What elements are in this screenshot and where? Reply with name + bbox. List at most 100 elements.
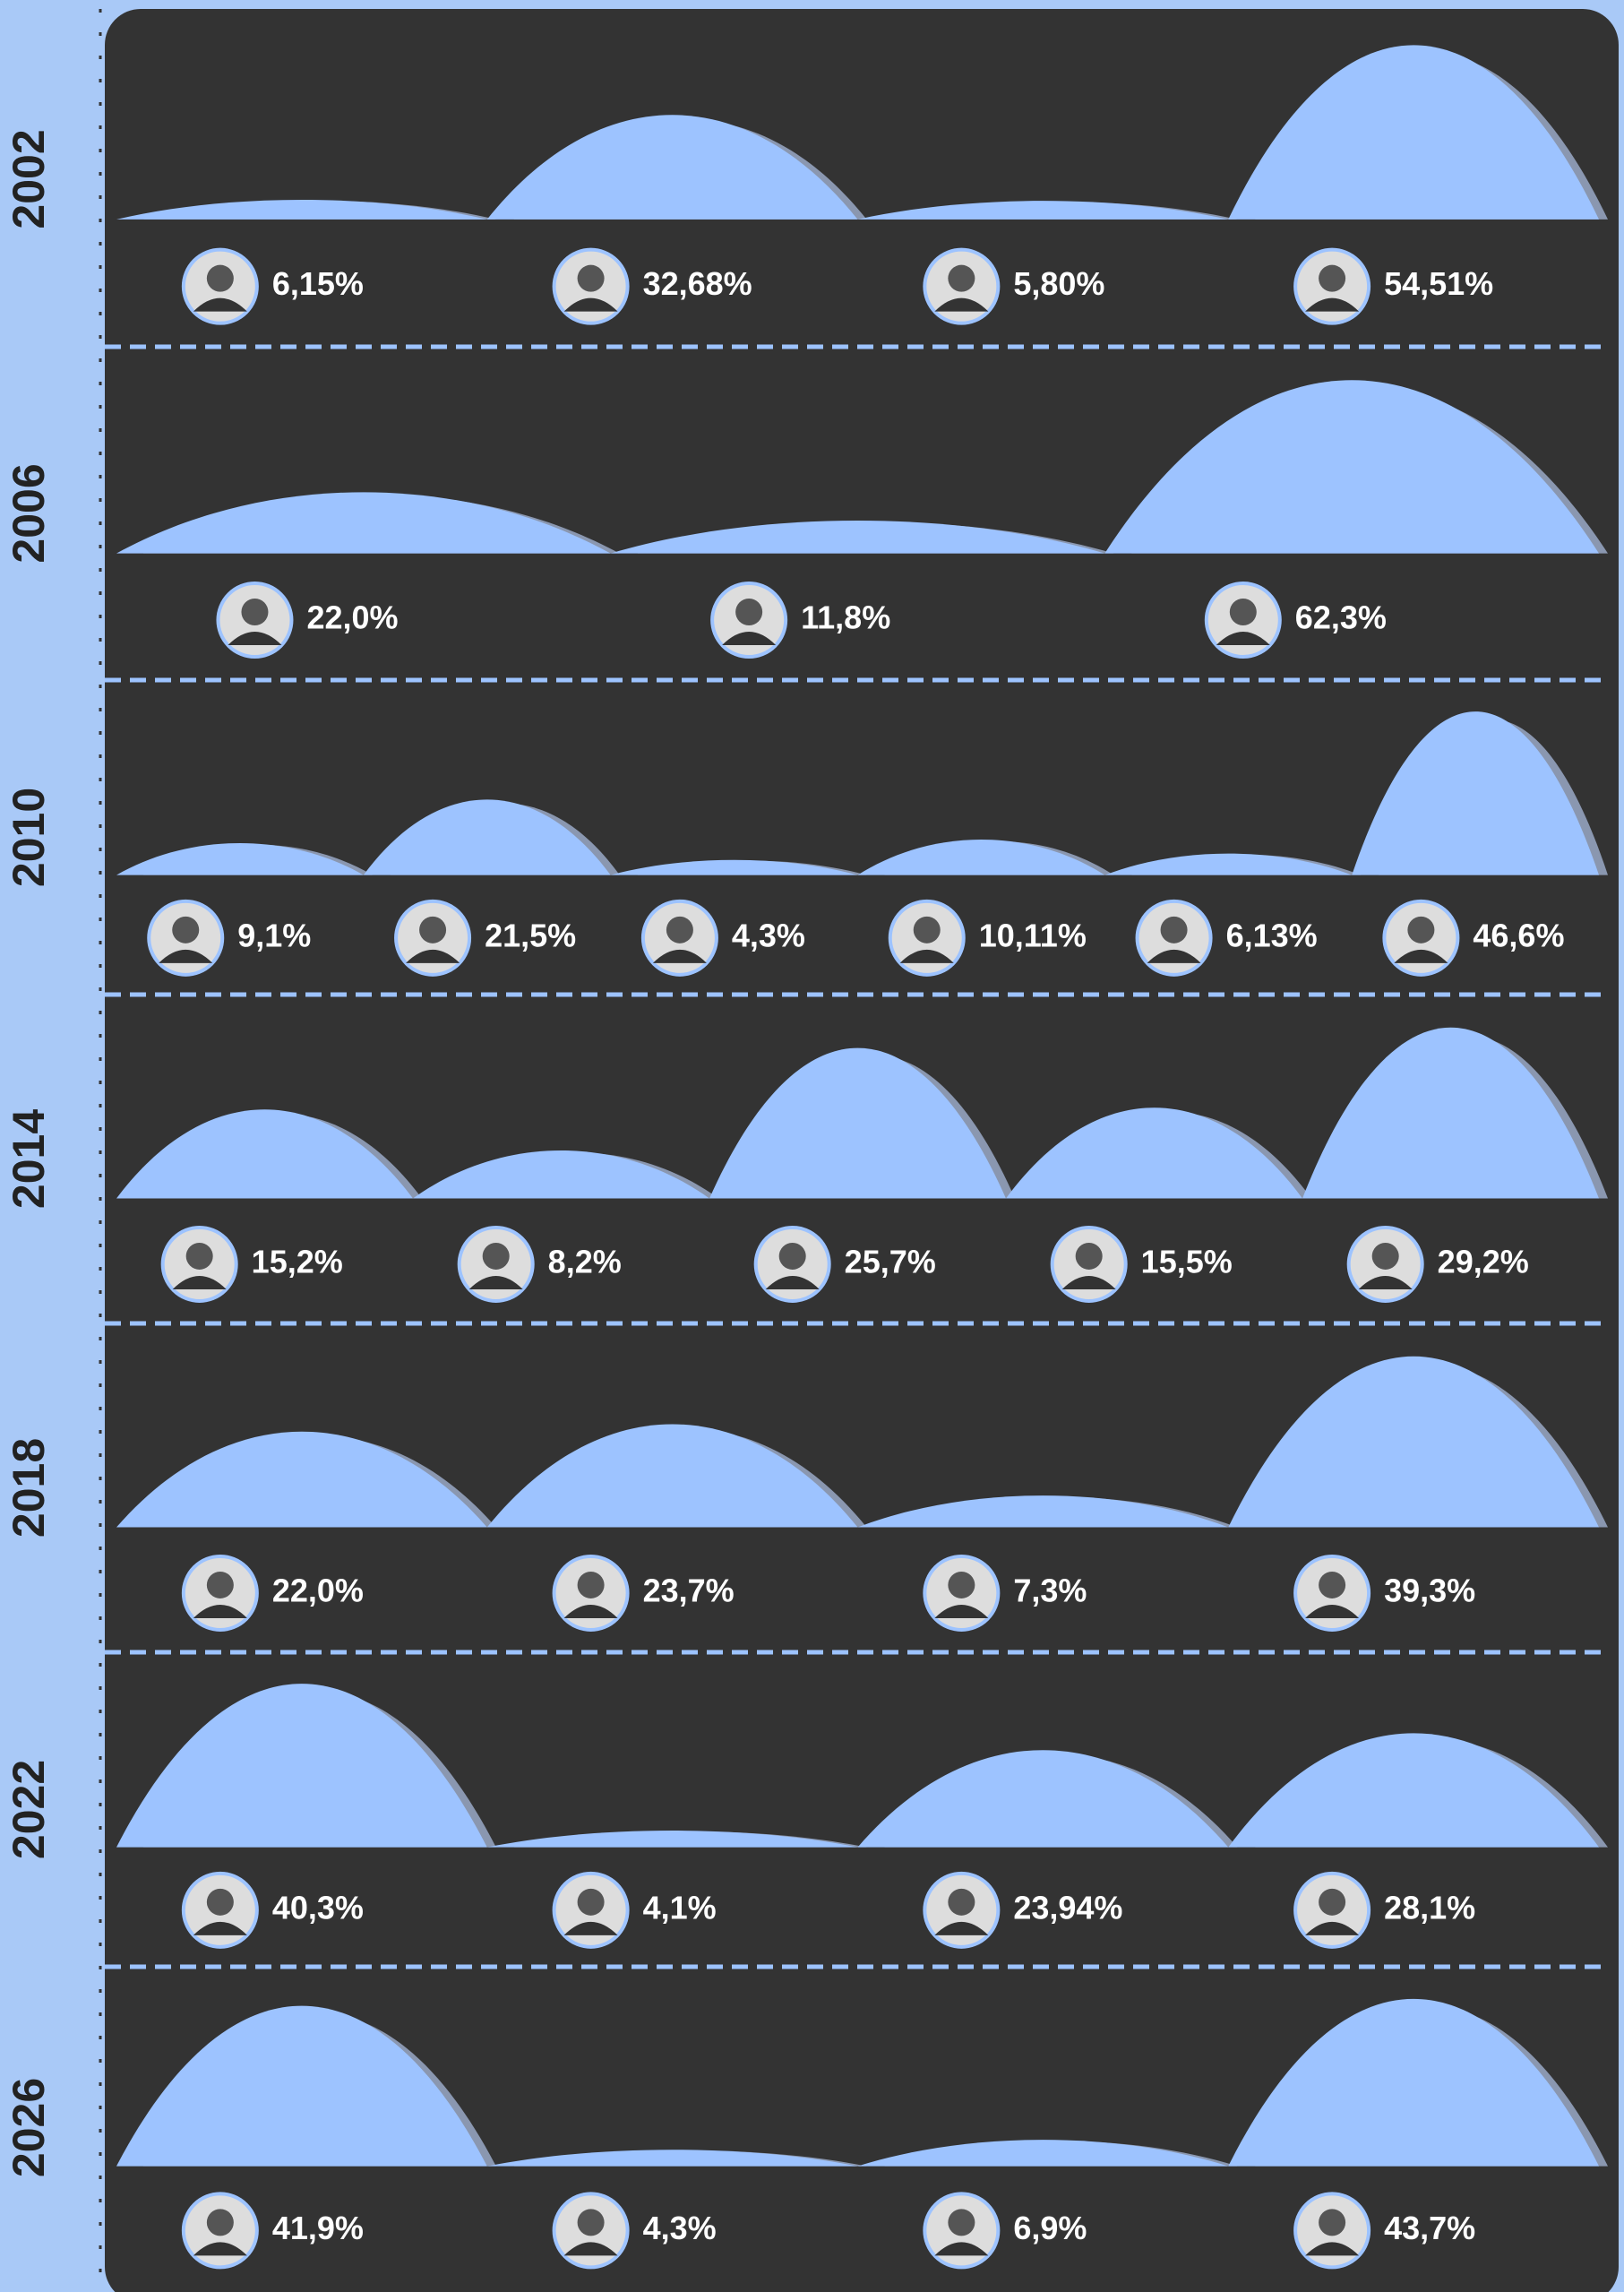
avatar-head <box>1319 1888 1346 1916</box>
avatar-head <box>577 1571 605 1598</box>
avatar-body <box>468 1275 523 1289</box>
avatar <box>1382 899 1460 977</box>
avatar-head <box>913 916 941 944</box>
avatar-head <box>1075 1242 1103 1270</box>
avatar-body <box>1305 2242 1360 2256</box>
hump <box>610 859 858 875</box>
avatar-head <box>666 916 693 944</box>
avatar <box>1293 1871 1371 1949</box>
avatar-head <box>206 264 234 292</box>
value-label: 4,3% <box>643 2210 717 2246</box>
avatar-body <box>172 1275 227 1289</box>
avatar-head <box>948 1888 975 1916</box>
hump <box>1104 380 1599 554</box>
hump <box>413 1150 709 1199</box>
avatar-head <box>1229 599 1257 626</box>
year-label: 2014 <box>4 1109 54 1209</box>
avatar <box>160 1225 238 1303</box>
avatar <box>1135 899 1213 977</box>
avatar-body <box>722 632 777 646</box>
avatar-head <box>172 916 200 944</box>
value-label: 8,2% <box>548 1243 622 1280</box>
avatar <box>923 1554 1001 1632</box>
avatar-body <box>193 1921 247 1935</box>
hump <box>116 1431 487 1528</box>
avatar-head <box>482 1242 510 1270</box>
value-label: 4,3% <box>732 917 805 953</box>
avatar <box>923 247 1001 325</box>
hump <box>116 1684 487 1848</box>
avatar-body <box>1305 1604 1360 1618</box>
value-label: 6,15% <box>272 265 364 302</box>
avatar-body <box>563 2242 618 2256</box>
hump <box>116 2005 487 2167</box>
hump <box>486 115 858 220</box>
value-label: 28,1% <box>1384 1889 1475 1926</box>
avatar-body <box>899 949 954 963</box>
avatar <box>710 582 788 659</box>
value-label: 62,3% <box>1295 599 1387 636</box>
hump <box>857 1495 1229 1528</box>
year-label: 2022 <box>4 1760 54 1859</box>
avatar-head <box>577 2209 605 2236</box>
avatar-body <box>193 2242 247 2256</box>
value-label: 22,0% <box>272 1572 364 1608</box>
value-label: 39,3% <box>1384 1572 1475 1608</box>
avatar-body <box>1305 297 1360 312</box>
hump <box>1228 45 1599 220</box>
hump <box>486 1831 858 1848</box>
avatar-body <box>934 1604 989 1618</box>
year-label: 2026 <box>4 2078 54 2177</box>
year-label: 2002 <box>4 129 54 228</box>
avatar <box>923 2192 1001 2270</box>
value-label: 23,94% <box>1013 1889 1122 1926</box>
avatar-head <box>1371 1242 1399 1270</box>
avatar <box>181 247 259 325</box>
hump <box>1302 1027 1599 1199</box>
year-label: 2010 <box>4 788 54 887</box>
avatar <box>181 2192 259 2270</box>
avatar-body <box>406 949 460 963</box>
avatar-head <box>206 2209 234 2236</box>
hump <box>1006 1107 1302 1199</box>
hump <box>116 1109 413 1199</box>
avatar <box>888 899 966 977</box>
hump <box>1352 711 1599 875</box>
hump <box>116 842 364 875</box>
avatar-head <box>948 2209 975 2236</box>
value-label: 6,9% <box>1013 2210 1087 2246</box>
avatar <box>216 582 294 659</box>
avatar-head <box>1319 264 1346 292</box>
avatar-head <box>577 1888 605 1916</box>
hump <box>116 199 487 220</box>
avatar <box>181 1871 259 1949</box>
value-label: 7,3% <box>1013 1572 1087 1608</box>
avatar-head <box>1160 916 1188 944</box>
avatar <box>1293 247 1371 325</box>
avatar-head <box>419 916 447 944</box>
avatar-head <box>948 264 975 292</box>
avatar <box>1346 1225 1424 1303</box>
avatar-body <box>1358 1275 1413 1289</box>
avatar-body <box>193 1604 247 1618</box>
hump <box>857 201 1229 220</box>
avatar <box>1293 2192 1371 2270</box>
avatar-head <box>241 599 269 626</box>
avatar <box>552 1871 630 1949</box>
avatar-body <box>228 632 282 646</box>
avatar-head <box>185 1242 213 1270</box>
avatar <box>1293 1554 1371 1632</box>
avatar-body <box>1061 1275 1116 1289</box>
hump <box>857 1750 1229 1848</box>
avatar <box>923 1871 1001 1949</box>
avatar-head <box>948 1571 975 1598</box>
value-label: 29,2% <box>1438 1243 1529 1280</box>
avatar-body <box>563 1604 618 1618</box>
hump <box>1104 853 1353 875</box>
avatar <box>394 899 472 977</box>
avatar <box>552 247 630 325</box>
avatar-body <box>765 1275 820 1289</box>
value-label: 15,5% <box>1141 1243 1233 1280</box>
year-label: 2018 <box>4 1438 54 1538</box>
